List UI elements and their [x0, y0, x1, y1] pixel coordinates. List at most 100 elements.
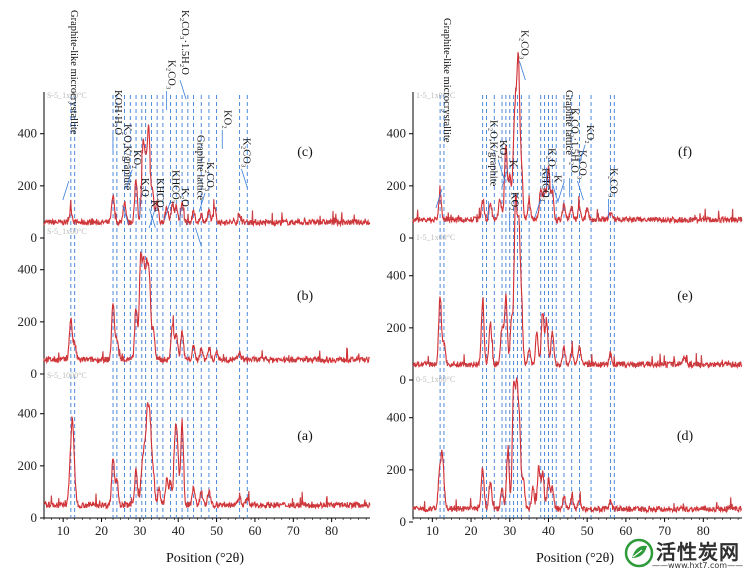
watermark-url: ——www.hxt7.com—— — [652, 561, 744, 570]
x-axis-label: Position (°2θ) — [166, 551, 244, 566]
phase-annotation: KO₂ — [509, 192, 520, 211]
xrd-trace-a — [43, 402, 371, 510]
phase-annotation: K₂O — [545, 148, 556, 167]
site-watermark: 活性炭网 ——www.hxt7.com—— — [622, 536, 750, 574]
annotation-leader-line — [551, 183, 559, 203]
fitted-overlay — [43, 402, 370, 509]
x-axis-label: Position (°2θ) — [536, 551, 614, 566]
y-tick-label: 0 — [400, 514, 407, 529]
annotation-leader-line — [557, 182, 565, 202]
sample-ghost-label: S-5_1x00°C — [47, 91, 87, 100]
fitted-overlay — [43, 124, 370, 226]
chart-left: 10 20 30 40 50 60 70 80 Position (°2θ) 0 200 400 S-5… — [18, 10, 371, 566]
annotation-leader-line — [195, 227, 202, 247]
phase-annotation: Graphite lattice — [563, 90, 574, 155]
annotation-leader-line — [198, 192, 206, 213]
fitted-overlay — [412, 193, 742, 368]
phase-annotation: K₂CO₃·1.5H₂O — [179, 10, 190, 75]
x-tick-label: 80 — [697, 523, 710, 538]
fitted-overlay — [412, 377, 742, 513]
phase-annotation: K — [551, 175, 562, 183]
y-tick-label: 200 — [387, 178, 407, 193]
annotation-leader-line — [435, 188, 443, 209]
y-tick-label: 200 — [387, 320, 407, 335]
y-tick-label: 400 — [387, 268, 407, 283]
y-tick-label: 200 — [387, 462, 407, 477]
x-tick-label: 60 — [619, 523, 632, 538]
watermark-brand: 活性炭网 — [656, 540, 740, 564]
x-tick-label: 30 — [133, 523, 146, 538]
x-tick-label: 30 — [503, 523, 516, 538]
y-tick-label: 200 — [18, 458, 38, 473]
annotation-leader-line — [578, 144, 586, 164]
x-tick-label: 10 — [57, 523, 70, 538]
phase-annotation: KO₂ — [131, 150, 142, 169]
sample-ghost-label: 0-5_1x00°C — [416, 375, 455, 384]
annotation-leader-line — [534, 198, 542, 219]
annotation-leader-line — [122, 205, 129, 225]
phase-annotation: Graphite-like microcrystallite — [441, 18, 452, 143]
x-tick-label: 50 — [581, 523, 594, 538]
phase-annotation: K₂CO₃ — [204, 162, 215, 192]
annotation-leader-line — [241, 168, 248, 189]
y-tick-label: 200 — [18, 178, 38, 193]
x-tick-label: 40 — [542, 523, 555, 538]
phase-annotation: K₂O,K/graphite — [122, 124, 133, 191]
annotation-leader-line — [179, 80, 187, 100]
sample-ghost-label: 1-5_1x00°C — [416, 91, 455, 100]
y-tick-label: 0 — [31, 230, 38, 245]
x-tick-label: 40 — [172, 523, 185, 538]
panel-label: (c) — [297, 145, 313, 160]
y-tick-label: 400 — [18, 406, 38, 421]
phase-annotation: Graphite-like microcrystallite — [68, 10, 79, 135]
phase-annotation: KO₂ — [221, 110, 232, 129]
phase-annotation: K₂CO₃ — [166, 60, 177, 90]
xrd-trace-d — [412, 376, 743, 514]
x-tick-label: 20 — [465, 523, 478, 538]
phase-annotation: K — [507, 160, 518, 168]
x-tick-label: 80 — [325, 523, 338, 538]
panel-label: (f) — [678, 145, 692, 160]
sample-ghost-label: S-5_1x00°C — [47, 227, 87, 236]
phase-annotation: KOH·H₂O — [112, 90, 123, 135]
x-tick-label: 70 — [658, 523, 671, 538]
fitted-overlay — [412, 52, 742, 224]
annotation-leader-line — [577, 180, 584, 201]
phase-annotation: K₂CO₃ — [607, 168, 618, 198]
phase-annotation: K₂CO₃ — [576, 150, 587, 180]
annotation-leader-line — [125, 169, 133, 189]
y-tick-label: 0 — [31, 510, 38, 525]
x-tick-label: 60 — [248, 523, 261, 538]
panel-label: (b) — [297, 289, 314, 304]
xrd-trace-b — [43, 251, 370, 365]
x-tick-label: 20 — [95, 523, 108, 538]
y-tick-label: 0 — [31, 366, 38, 381]
phase-annotation: KHCO₃ — [540, 168, 551, 202]
y-tick-label: 0 — [400, 230, 407, 245]
annotation-leader-line — [148, 208, 156, 229]
y-tick-label: 400 — [18, 262, 38, 277]
y-tick-label: 400 — [18, 126, 38, 141]
leaf-logo-icon — [624, 538, 654, 568]
annotation-leader-line — [501, 168, 509, 188]
phase-annotation: K₂CO₃·1.5H₂O — [569, 108, 580, 173]
y-tick-label: 400 — [387, 126, 407, 141]
panel-label: (e) — [677, 289, 693, 304]
annotation-leader-line — [518, 60, 526, 81]
phase-annotation: K₂CO₃ — [518, 30, 529, 60]
panel-label: (a) — [297, 429, 313, 444]
phase-annotation: K — [148, 200, 159, 208]
sample-ghost-label: S-5_1000°C — [47, 371, 87, 380]
phase-annotation: K₂O,K/graphite — [487, 120, 498, 187]
chart-right: 10 20 30 40 50 60 70 80 Position (°2θ) 0 200 400 1-5… — [387, 18, 743, 566]
x-tick-label: 70 — [287, 523, 300, 538]
fitted-overlay — [43, 251, 370, 364]
panel-label: (d) — [677, 429, 694, 444]
annotation-leader-line — [497, 159, 505, 179]
x-tick-label: 10 — [426, 523, 439, 538]
phase-annotation: KO₂ — [584, 125, 595, 144]
x-tick-label: 50 — [210, 523, 223, 538]
phase-annotation: K₂O — [139, 178, 150, 197]
phase-annotation: KO₂ — [497, 140, 508, 159]
